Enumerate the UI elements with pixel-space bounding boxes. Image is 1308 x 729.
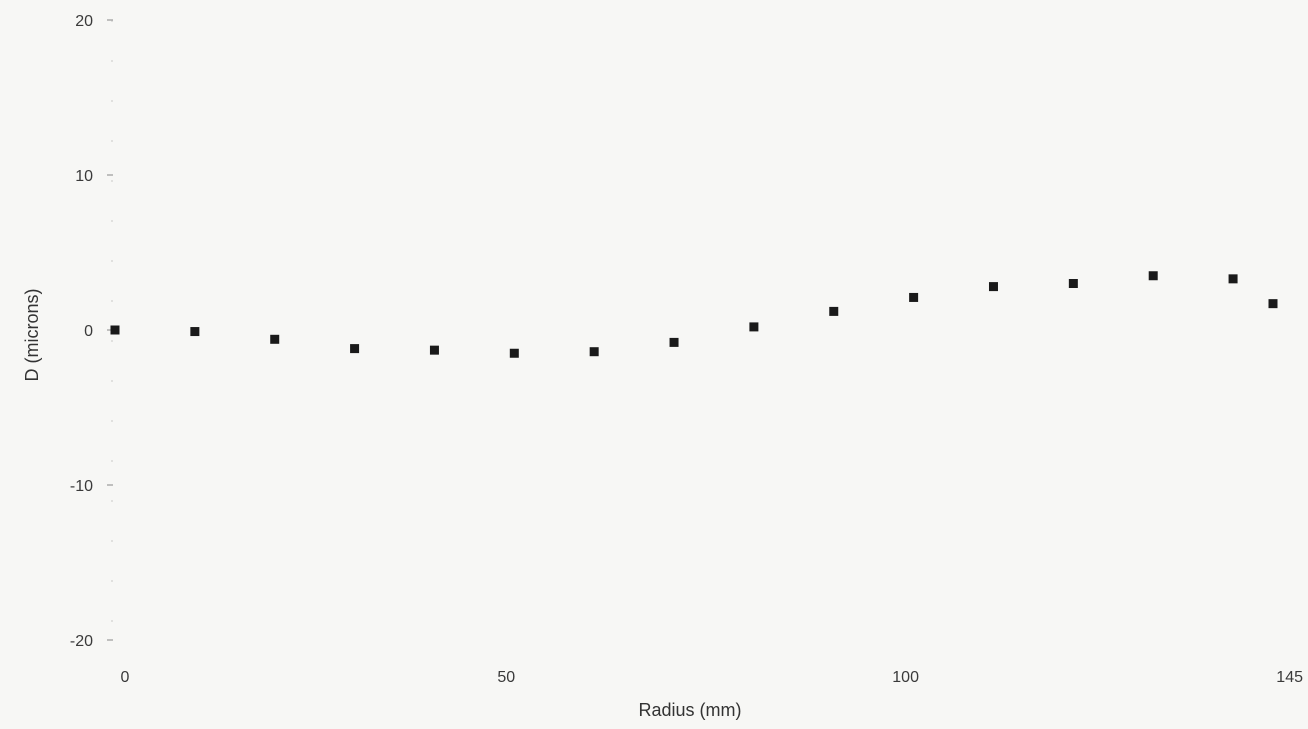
data-point — [749, 322, 759, 332]
data-point — [350, 344, 360, 354]
x-tick-label: 100 — [892, 669, 919, 686]
y-tick-label: 10 — [75, 168, 93, 185]
data-point — [110, 325, 120, 335]
data-point — [988, 282, 998, 292]
x-tick-label: 50 — [497, 669, 515, 686]
data-point — [509, 348, 519, 358]
y-axis: 20 10 0 -10 -20 — [70, 13, 113, 650]
y-tick-label: -20 — [70, 633, 93, 650]
y-tick-label: 0 — [84, 323, 93, 340]
y-tick-label: 20 — [75, 13, 93, 30]
data-point — [909, 292, 919, 302]
data-point — [1068, 279, 1078, 288]
data-point — [1268, 299, 1278, 309]
x-axis-title: Radius (mm) — [638, 700, 741, 720]
data-point — [270, 334, 280, 344]
data-point — [429, 345, 439, 355]
y-axis-title: D (microns) — [22, 289, 42, 382]
data-point — [190, 327, 200, 337]
y-tick-label: -10 — [70, 478, 93, 495]
data-point — [1148, 271, 1158, 281]
x-tick-label: 145 — [1276, 669, 1303, 686]
data-point — [1228, 274, 1238, 284]
x-tick-label: 0 — [121, 669, 130, 686]
data-point — [589, 347, 599, 357]
data-point — [829, 306, 839, 316]
data-point — [669, 337, 679, 347]
data-points — [110, 271, 1278, 358]
x-axis: 0 50 100 145 — [121, 669, 1304, 686]
